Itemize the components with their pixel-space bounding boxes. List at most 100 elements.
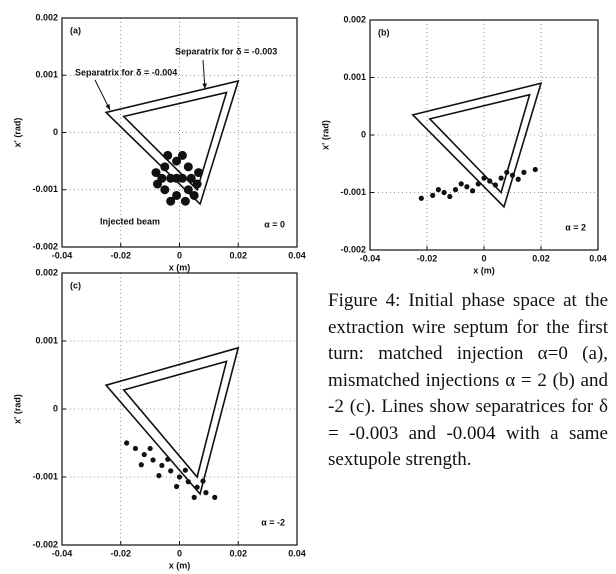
y-tick-label: 0.002 [35,12,58,22]
beam-point [160,185,170,195]
y-tick-label: 0 [53,127,58,137]
beam-point [194,484,200,490]
beam-point [435,187,441,193]
separatrix [104,79,240,206]
y-tick-label: -0.002 [32,539,58,549]
separatrix [122,360,228,479]
x-tick-label: 0.04 [589,253,607,263]
beam-point [183,162,193,172]
beam-point [132,445,139,452]
y-tick-label: 0.002 [343,14,366,24]
beam-point [141,451,147,458]
beam-point [189,190,199,200]
beam-point [152,179,162,189]
x-tick-label: -0.02 [417,253,438,263]
x-tick-label: -0.04 [52,250,73,260]
beam-point [173,483,180,490]
x-axis-label: x (m) [473,265,495,275]
y-tick-label: -0.002 [340,244,366,254]
annotation: Separatrix for δ = -0.003 [175,46,277,56]
x-axis-label: x (m) [169,262,191,272]
beam-point [180,196,190,206]
beam-point [160,162,170,172]
beam-point [150,457,156,463]
beam-point [487,178,493,184]
separatrix [428,93,531,195]
beam-point [138,462,144,468]
x-tick-label: 0 [177,250,182,260]
annotation: Injected beam [100,216,160,226]
beam-point [177,173,187,183]
separatrix [122,91,228,192]
arrow-head [202,83,207,89]
y-axis-label: x' (rad) [12,118,22,148]
x-tick-label: -0.02 [110,250,131,260]
x-tick-label: 0.04 [288,548,306,558]
beam-point [186,173,196,183]
y-tick-label: -0.001 [32,471,58,481]
beam-point [147,445,153,452]
beam-point [481,175,487,181]
panel-label: (a) [70,25,81,35]
x-tick-label: 0 [177,548,182,558]
beam-point [177,150,187,160]
beam-point [151,168,161,178]
beam-point [515,176,521,182]
beam-point [165,456,171,462]
y-tick-label: -0.001 [340,187,366,197]
x-tick-label: -0.04 [360,253,381,263]
y-tick-label: 0.001 [35,70,58,80]
plot-frame [61,272,298,546]
y-tick-label: 0 [53,403,58,413]
beam-point [447,193,453,200]
panel-label: (c) [70,280,81,290]
beam-point [452,187,459,193]
beam-point [521,169,527,175]
beam-point [166,196,176,206]
beam-point [185,479,191,485]
beam-point [156,473,162,479]
beam-point [200,478,206,484]
x-tick-label: -0.02 [110,548,131,558]
beam-point [182,467,188,473]
beam-point [509,172,516,178]
x-tick-label: -0.04 [52,548,73,558]
arrow-head [105,104,110,110]
y-tick-label: -0.001 [32,184,58,194]
x-tick-label: 0.02 [229,548,247,558]
beam-point [458,181,464,187]
x-tick-label: 0 [481,253,486,263]
beam-point [464,184,470,190]
beam-point [183,185,193,195]
y-tick-label: 0.001 [35,335,58,345]
beam-point [532,166,538,173]
beam-point [194,168,204,178]
beam-point [163,150,173,160]
annotation-arrow [94,79,111,111]
beam-point [176,474,183,480]
y-tick-label: 0 [361,129,366,139]
separatrix [411,82,543,209]
y-tick-label: 0.001 [343,72,366,82]
caption: Figure 4: Initial phase space at the ext… [328,290,608,470]
beam-point [498,175,504,181]
beam-point [430,192,436,198]
separatrix [104,346,240,496]
beam-point [166,173,176,183]
beam-point [172,156,182,166]
beam-point [212,494,218,500]
alpha-label: α = -2 [261,517,285,527]
y-tick-label: 0.002 [35,267,58,277]
beam-point [475,181,481,187]
y-axis-label: x' (rad) [12,394,22,424]
beam-point [159,462,165,469]
beam-point [191,494,197,500]
alpha-label: α = 2 [565,222,586,232]
plot-frame [369,19,599,251]
x-tick-label: 0.04 [288,250,306,260]
beam-point [418,195,424,201]
y-axis-label: x' (rad) [320,120,330,150]
beam-point [492,182,498,188]
